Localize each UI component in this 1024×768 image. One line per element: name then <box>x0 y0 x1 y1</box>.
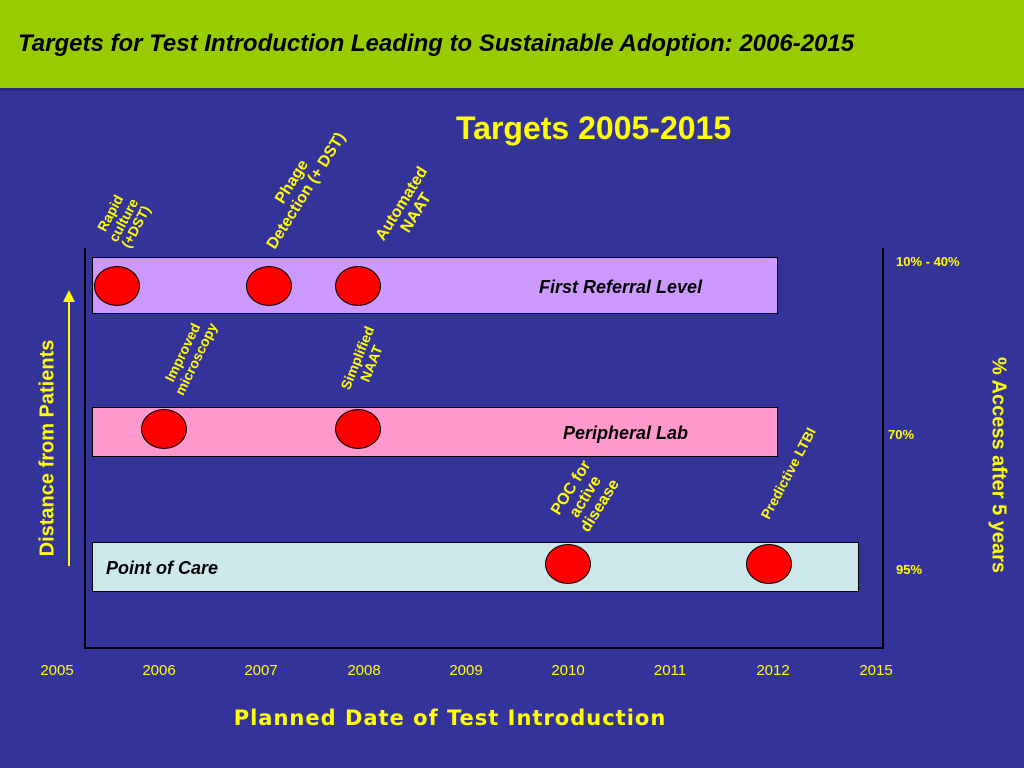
access-point-of-care: 95% <box>896 562 923 577</box>
milestone-dot-rapid-culture <box>94 266 140 306</box>
test-label-phage-detection: Phage Detection (+ DST) <box>263 129 349 253</box>
test-label-simplified-naat: Simplified NAAT <box>337 323 386 392</box>
band-point-of-care <box>92 542 859 592</box>
y-axis-left-line <box>84 248 86 648</box>
x-tick-label: 2015 <box>859 662 893 679</box>
milestone-dot-automated-naat <box>335 266 381 306</box>
up-arrow-icon <box>63 290 75 302</box>
page-title: Targets for Test Introduction Leading to… <box>18 30 855 57</box>
x-tick-label: 2011 <box>653 662 687 679</box>
band-label-point-of-care: Point of Care <box>106 558 219 578</box>
band-label-first-referral: First Referral Level <box>539 277 703 297</box>
test-label-poc-active-disease: POC for active disease <box>547 457 623 536</box>
x-tick-label: 2012 <box>756 662 790 679</box>
x-axis-line <box>84 647 884 649</box>
milestone-dot-improved-microscopy <box>141 409 187 449</box>
milestone-dot-simplified-naat <box>335 409 381 449</box>
x-tick-label: 2006 <box>142 662 176 679</box>
band-label-peripheral-lab: Peripheral Lab <box>563 423 689 443</box>
access-first-referral: 10% - 40% <box>896 254 960 269</box>
y-axis-title-left: Distance from Patients <box>36 339 59 557</box>
x-tick-label: 2009 <box>449 662 483 679</box>
header-bar: Targets for Test Introduction Leading to… <box>0 0 1024 88</box>
test-label-improved-microscopy: Improved microscopy <box>161 319 221 398</box>
access-peripheral-lab: 70% <box>888 427 915 442</box>
test-label-rapid-culture: Rapid culture (+DST) <box>93 192 154 251</box>
x-tick-label: 2008 <box>347 662 381 679</box>
milestone-dot-poc-active-disease <box>545 544 591 584</box>
header-divider <box>0 88 1024 91</box>
y-axis-title-right: % Access after 5 years <box>987 356 1010 574</box>
distance-arrow-shaft <box>68 300 70 566</box>
milestone-dot-predictive-ltbi <box>746 544 792 584</box>
chart-title: Targets 2005-2015 <box>456 110 732 146</box>
y-axis-right-line <box>882 248 884 648</box>
test-label-automated-naat: Automated NAAT <box>372 163 435 244</box>
x-axis-title: Planned Date of Test Introduction <box>233 706 667 730</box>
x-tick-label: 2007 <box>244 662 278 679</box>
band-first-referral <box>92 257 778 314</box>
milestone-dot-phage-detection <box>246 266 292 306</box>
x-tick-label: 2010 <box>551 662 585 679</box>
x-tick-label: 2005 <box>40 662 74 679</box>
band-peripheral-lab <box>92 407 778 457</box>
